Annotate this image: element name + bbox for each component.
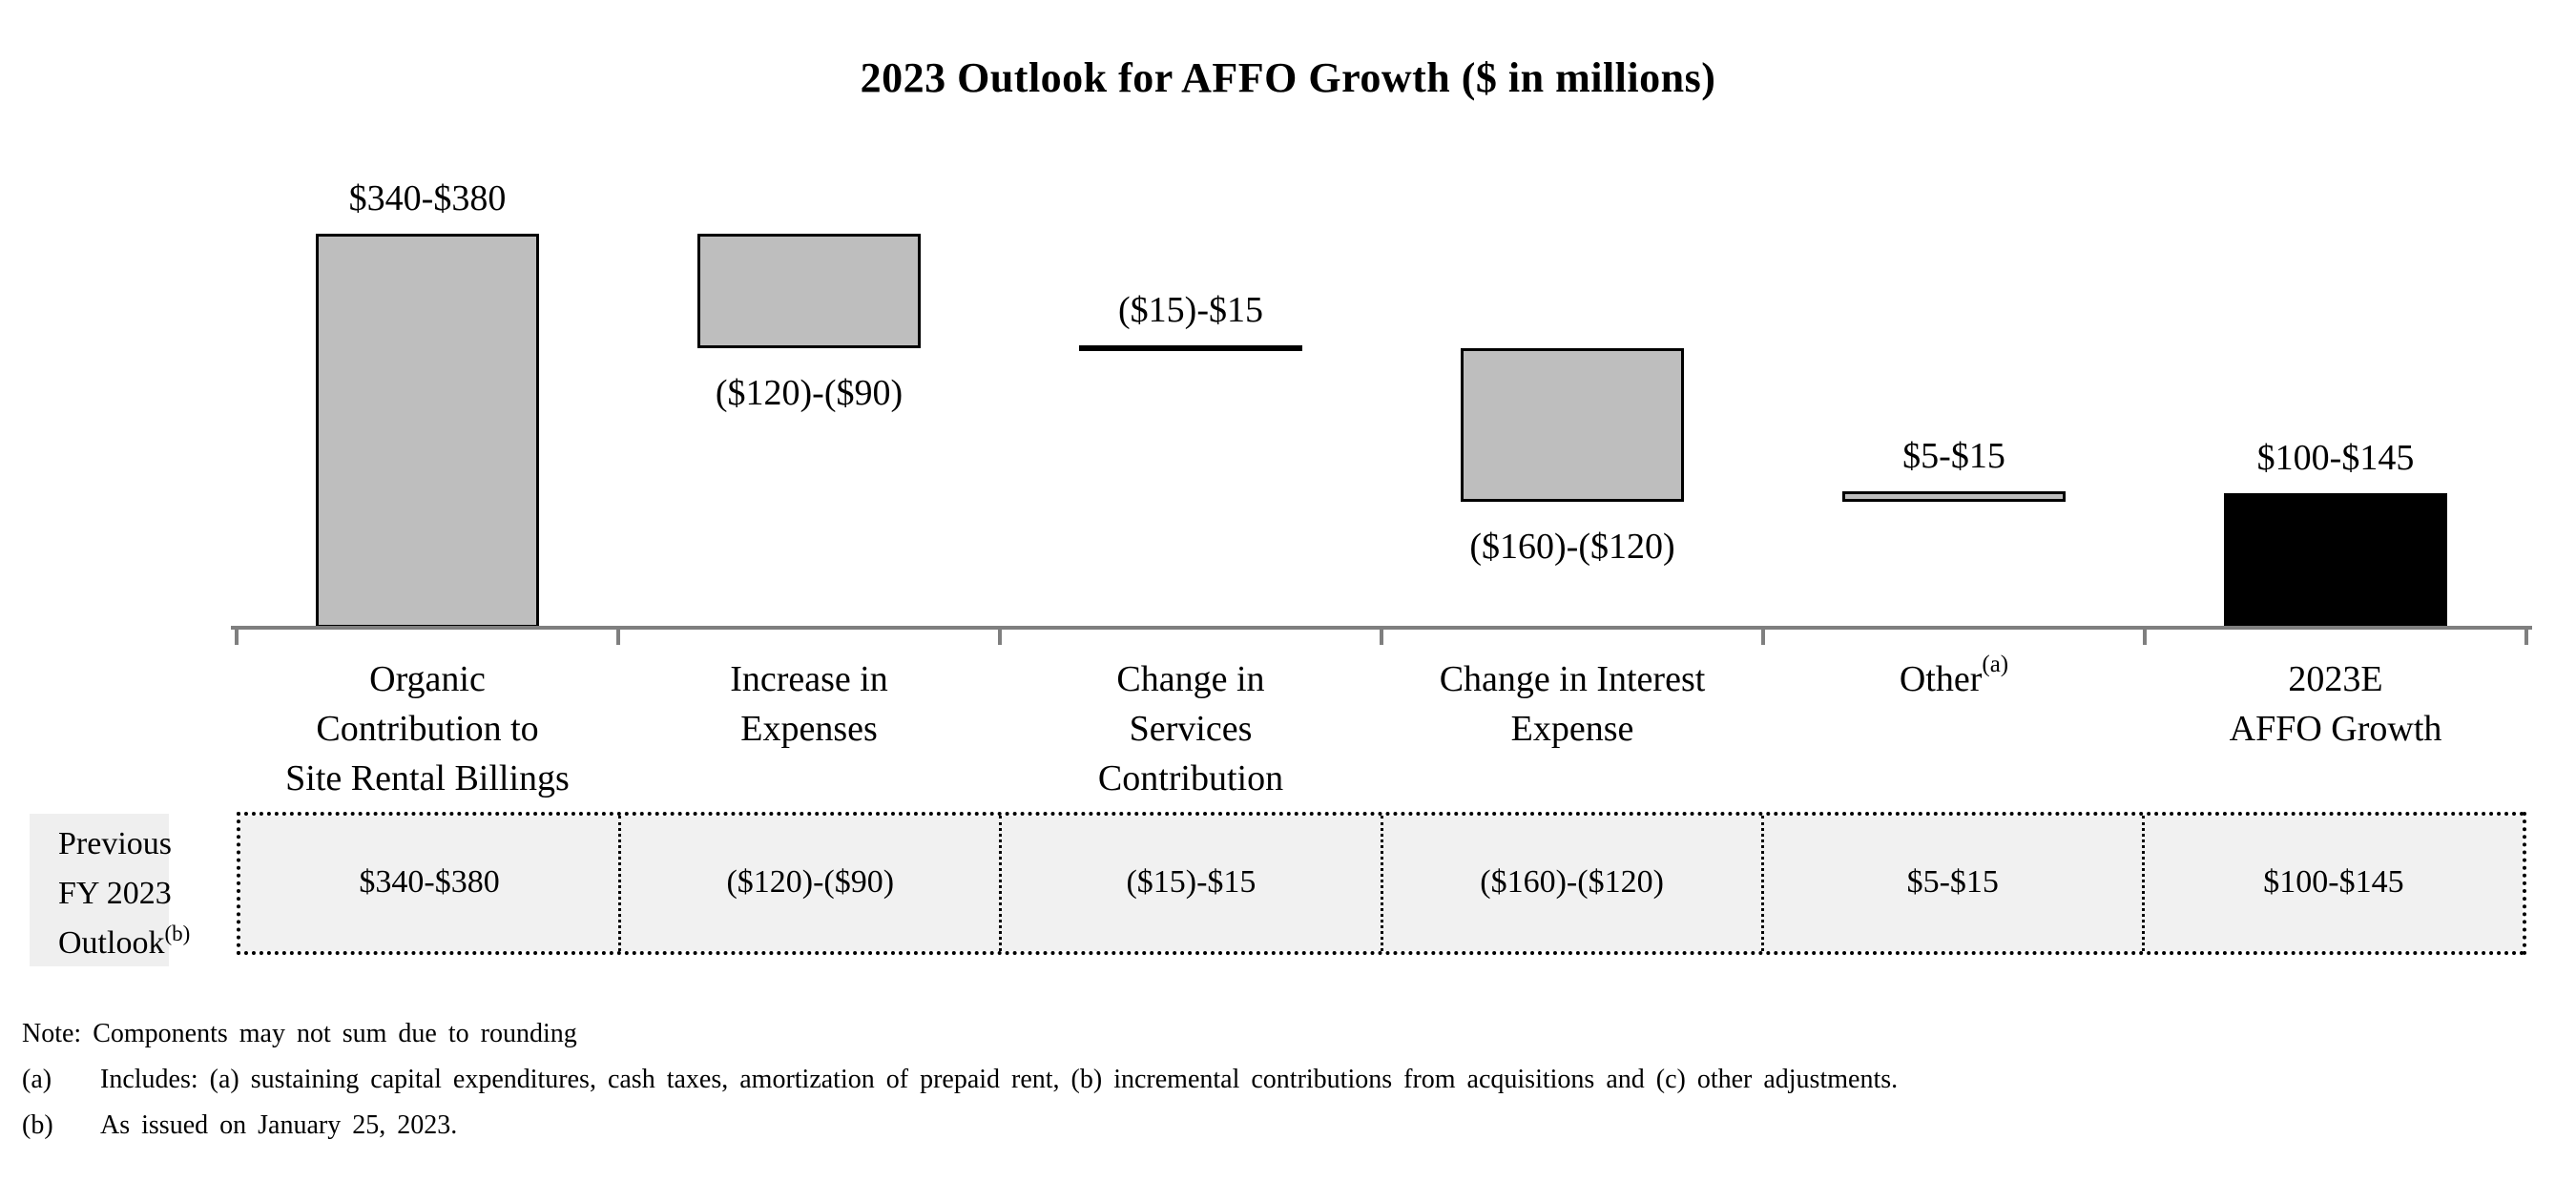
row-header-outlook: Outlook — [58, 925, 165, 961]
bar-organic-contribution — [316, 234, 539, 628]
footnote-a: (a) Includes: (a) sustaining capital expe… — [22, 1063, 1898, 1097]
outlook-cell-change-in-interest-expense: ($160)-($120) — [1380, 816, 1761, 951]
value-label-other: $5-$15 — [1902, 435, 2005, 476]
table-row-header: Previous FY 2023 Outlook(b) — [30, 814, 190, 966]
category-label-organic-contribution: Organic Contribution to Site Rental Billin… — [285, 659, 570, 798]
row-header-line2: FY 2023 — [58, 876, 172, 911]
footnote-note: Note: Components may not sum due to roun… — [22, 1017, 577, 1051]
value-label-affo-growth-2023e: $100-$145 — [2256, 438, 2415, 479]
x-axis-tick — [1761, 626, 1765, 645]
value-label-organic-contribution: $340-$380 — [348, 178, 507, 218]
footnote-a-text: Includes: (a) sustaining capital expendi… — [100, 1065, 1899, 1094]
row-header-line1: Previous — [58, 826, 172, 861]
x-axis-tick — [2143, 626, 2147, 645]
category-label-other: Other(a) — [1899, 652, 2009, 699]
footnote-b: (b) As issued on January 25, 2023. — [22, 1109, 457, 1143]
superscript-b-icon: (b) — [164, 922, 191, 945]
bar-increase-in-expenses — [697, 234, 921, 349]
outlook-cell-increase-in-expenses: ($120)-($90) — [618, 816, 1000, 951]
outlook-cell-affo-growth-2023e: $100-$145 — [2141, 816, 2524, 951]
x-axis-tick — [998, 626, 1002, 645]
bar-affo-growth-2023e — [2224, 493, 2447, 628]
value-label-increase-in-expenses: ($120)-($90) — [715, 373, 904, 414]
outlook-cell-change-in-services: ($15)-$15 — [999, 816, 1381, 951]
x-axis-tick — [616, 626, 620, 645]
x-axis-tick — [2524, 626, 2528, 645]
value-label-change-in-interest-expense: ($160)-($120) — [1469, 527, 1675, 568]
category-label-change-in-services: Change in Services Contribution — [1097, 659, 1284, 798]
row-header-line3: Outlook(b) — [58, 919, 190, 971]
value-label-change-in-services: ($15)-$15 — [1118, 290, 1263, 331]
outlook-cell-organic-contribution: $340-$380 — [240, 816, 619, 951]
outlook-cell-other: $5-$15 — [1760, 816, 2142, 951]
bar-change-in-services — [1079, 345, 1302, 352]
footnote-b-text: As issued on January 25, 2023. — [100, 1110, 458, 1140]
x-axis-tick — [235, 626, 239, 645]
superscript-a-icon: (a) — [1982, 652, 2009, 677]
category-label-change-in-interest-expense: Change in Interest Expense — [1439, 659, 1706, 749]
x-axis-tick — [1380, 626, 1383, 645]
category-label-increase-in-expenses: Increase in Expenses — [730, 659, 888, 749]
bar-change-in-interest-expense — [1461, 348, 1684, 503]
footnote-b-marker: (b) — [22, 1110, 53, 1140]
category-label-affo-growth-2023e: 2023E AFFO Growth — [2229, 659, 2442, 749]
previous-outlook-table: $340-$380 ($120)-($90) ($15)-$15 ($160)-($1… — [237, 812, 2526, 955]
chart-title: 2023 Outlook for AFFO Growth ($ in milli… — [860, 54, 1716, 101]
footnote-note-text: Note: Components may not sum due to roun… — [22, 1019, 577, 1048]
footnote-a-marker: (a) — [22, 1065, 52, 1094]
bar-other — [1842, 490, 2066, 503]
